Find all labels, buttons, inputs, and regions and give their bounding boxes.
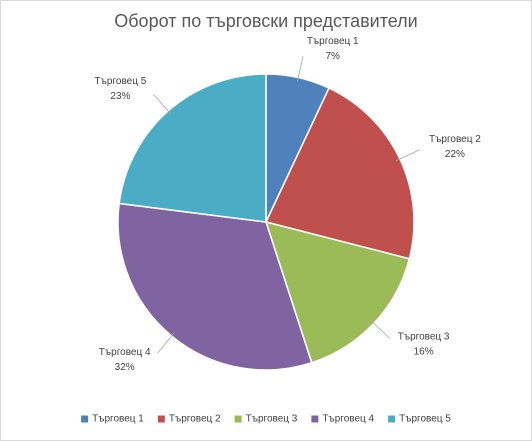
data-label-name: Търговец 1 — [307, 36, 359, 47]
legend-swatch — [157, 415, 165, 423]
data-label-name: Търговец 5 — [95, 76, 147, 87]
data-label-value: 16% — [414, 346, 434, 357]
leader-line — [395, 149, 420, 162]
legend-label: Търговец 3 — [246, 414, 298, 425]
legend-swatch — [311, 415, 319, 423]
legend-label: Търговец 4 — [322, 414, 374, 425]
legend-swatch — [81, 415, 89, 423]
data-label-name: Търговец 2 — [429, 134, 481, 145]
leader-line — [370, 319, 391, 339]
chart-title: Оборот по търговски представители — [114, 11, 418, 31]
legend: Търговец 1 Търговец 2 Търговец 3 Търговец 4… — [81, 414, 451, 425]
legend-label: Търговец 1 — [92, 414, 144, 425]
data-label-value: 32% — [115, 362, 135, 373]
legend-label: Търговец 5 — [399, 414, 451, 425]
legend-swatch — [234, 415, 242, 423]
data-label-value: 7% — [325, 51, 340, 62]
legend-swatch — [388, 415, 396, 423]
data-label-name: Търговец 4 — [99, 347, 151, 358]
leader-line — [153, 94, 172, 115]
leader-line — [296, 56, 304, 82]
leader-line — [157, 332, 175, 354]
data-label-value: 23% — [110, 91, 130, 102]
data-label-value: 22% — [445, 149, 465, 160]
legend-label: Търговец 2 — [169, 414, 221, 425]
data-label-name: Търговец 3 — [398, 331, 450, 342]
